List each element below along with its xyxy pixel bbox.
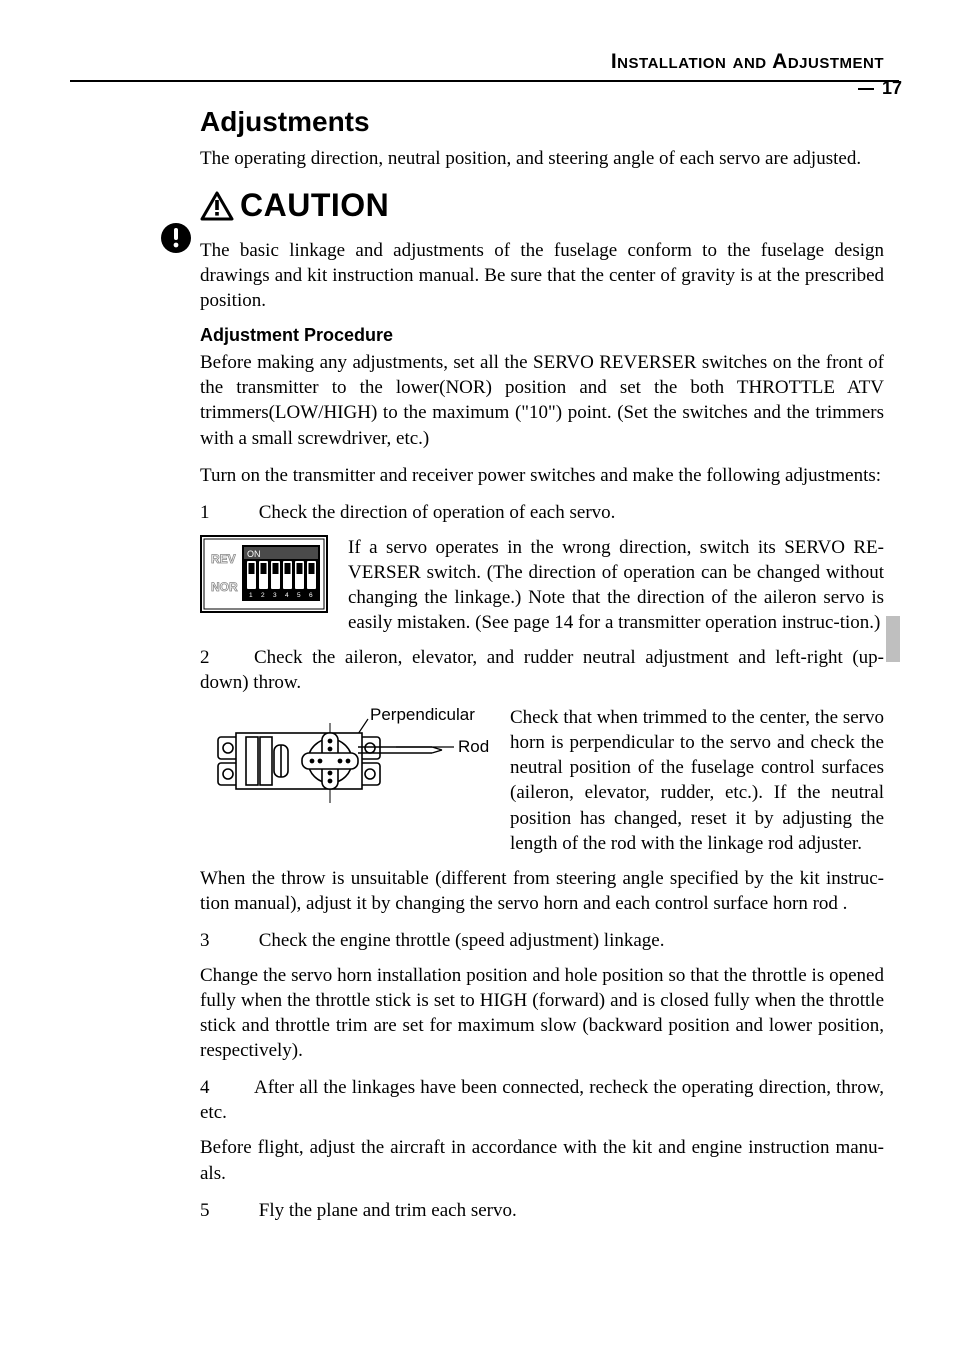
procedure-p1: Before making any adjustments, set all t… [200,350,884,450]
procedure-heading: Adjustment Procedure [200,325,884,346]
svg-text:NOR: NOR [211,580,238,594]
step-1: 1 Check the direction of operation of ea… [200,500,884,525]
step-4-label: After all the linkages have been connect… [200,1077,884,1123]
step-1-num: 1 [200,500,254,525]
page-number-text: 17 [882,78,902,99]
caution-body: The basic linkage and adjustments of the… [200,238,884,313]
step-5: 5 Fly the plane and trim each servo. [200,1198,884,1223]
svg-text:2: 2 [261,592,265,599]
svg-text:REV: REV [211,552,236,566]
step-2-label: Check the aileron, elevator, and rudder … [200,647,884,693]
step-4-num: 4 [200,1075,254,1100]
svg-text:4: 4 [285,592,289,599]
servo-rod-label: Rod [458,737,489,757]
caution-label: CAUTION [240,187,389,224]
side-tab [886,616,900,662]
step-2-body: Check that when trimmed to the center, t… [510,705,884,855]
reverser-switch-figure: REV NOR ON [200,535,328,613]
step-4-body: Before flight, adjust the aircraft in ac… [200,1135,884,1185]
step-3-label: Check the engine throttle (speed adjustm… [259,930,665,951]
servo-perpendicular-label: Perpendicular [370,705,475,725]
step-1-body: If a servo operates in the wrong directi… [348,535,884,635]
exclamation-dot-icon [160,222,192,254]
step-3: 3 Check the engine throttle (speed adjus… [200,928,884,953]
step-3-body: Change the servo horn installation posit… [200,963,884,1063]
header-rule [70,80,899,82]
svg-text:ON: ON [247,549,261,559]
svg-text:1: 1 [249,592,253,599]
intro-text: The operating direction, neutral positio… [200,146,884,171]
procedure-p2: Turn on the transmitter and receiver pow… [200,463,884,488]
svg-text:5: 5 [297,592,301,599]
step-2-after: When the throw is unsuitable (different … [200,866,884,916]
page-title: Adjustments [200,106,884,138]
step-3-num: 3 [200,928,254,953]
header-section-title: Installation and Adjustment [611,50,884,74]
svg-text:3: 3 [273,592,277,599]
caution-heading: CAUTION [200,187,884,224]
svg-text:6: 6 [309,592,313,599]
page-number-tick [858,88,874,90]
step-2-num: 2 [200,645,254,670]
page-number: 17 [858,78,902,99]
step-4: 4After all the linkages have been connec… [200,1075,884,1125]
warning-triangle-icon [200,191,234,221]
step-2: 2Check the aileron, elevator, and rudder… [200,645,884,695]
step-5-label: Fly the plane and trim each servo. [259,1200,517,1221]
step-1-label: Check the direction of operation of each… [259,502,616,523]
step-5-num: 5 [200,1198,254,1223]
